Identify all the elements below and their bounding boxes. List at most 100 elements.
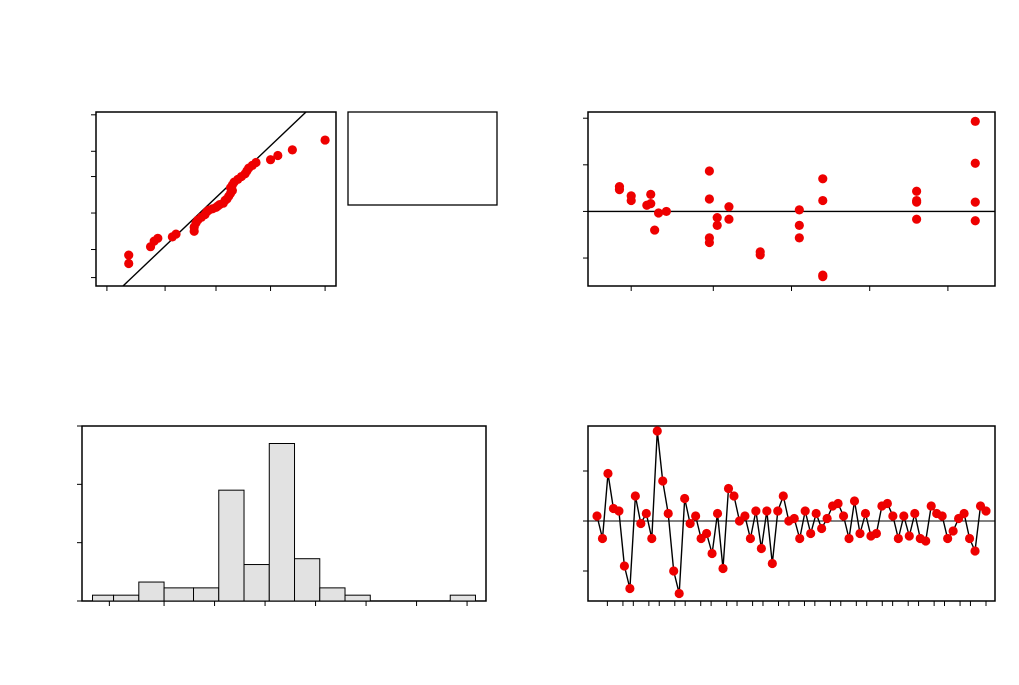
data-point bbox=[795, 533, 805, 544]
data-point bbox=[948, 526, 958, 536]
data-point bbox=[817, 523, 827, 534]
data-point bbox=[800, 506, 810, 516]
histogram-bar bbox=[218, 489, 245, 602]
data-point bbox=[652, 426, 662, 436]
data-point bbox=[630, 491, 640, 501]
histogram-bar bbox=[344, 594, 371, 602]
residuals-vs-order-plot bbox=[583, 425, 996, 606]
data-point bbox=[650, 225, 660, 235]
data-point bbox=[680, 493, 690, 504]
data-point bbox=[619, 561, 629, 571]
data-point bbox=[818, 195, 828, 206]
data-point bbox=[626, 195, 636, 206]
data-point bbox=[636, 518, 646, 529]
data-point bbox=[701, 528, 712, 539]
histogram-bar bbox=[243, 564, 270, 602]
data-point bbox=[970, 158, 980, 168]
data-point bbox=[273, 150, 283, 161]
data-point bbox=[943, 533, 953, 544]
data-point bbox=[833, 498, 843, 509]
data-point bbox=[970, 216, 980, 226]
data-point bbox=[762, 506, 772, 516]
data-point bbox=[822, 513, 832, 524]
data-point bbox=[707, 548, 717, 559]
data-point bbox=[704, 194, 714, 204]
data-point bbox=[745, 533, 756, 544]
data-point bbox=[251, 157, 261, 168]
histogram-bar bbox=[319, 587, 346, 602]
histogram-bar bbox=[138, 581, 165, 602]
data-point bbox=[855, 528, 865, 539]
data-point bbox=[124, 258, 134, 269]
data-point bbox=[912, 214, 922, 224]
histogram-bar bbox=[294, 558, 321, 602]
data-point bbox=[646, 199, 656, 209]
data-point bbox=[592, 511, 602, 521]
data-point bbox=[789, 513, 799, 524]
data-point bbox=[712, 508, 723, 519]
plot-frame bbox=[587, 111, 996, 287]
data-point bbox=[871, 528, 882, 539]
data-point bbox=[794, 220, 804, 231]
data-point bbox=[320, 135, 330, 145]
data-point bbox=[603, 468, 613, 479]
data-point bbox=[669, 566, 679, 576]
stats-box bbox=[347, 111, 498, 206]
data-point bbox=[899, 511, 909, 521]
data-point bbox=[844, 533, 854, 544]
data-point bbox=[124, 250, 134, 260]
data-point bbox=[778, 491, 788, 501]
data-point bbox=[981, 506, 991, 516]
stats-table-box bbox=[347, 111, 498, 206]
data-point bbox=[838, 511, 849, 521]
data-point bbox=[912, 186, 922, 196]
data-point bbox=[691, 511, 701, 521]
data-point bbox=[641, 508, 651, 519]
data-point bbox=[647, 533, 657, 544]
data-point bbox=[597, 533, 608, 544]
data-point bbox=[794, 205, 804, 215]
data-point bbox=[685, 518, 695, 529]
data-point bbox=[614, 185, 625, 195]
data-point bbox=[751, 506, 761, 516]
residual-histogram bbox=[77, 425, 487, 606]
data-point bbox=[661, 206, 671, 217]
data-point bbox=[171, 229, 181, 239]
data-point bbox=[849, 496, 860, 506]
plot-frame bbox=[95, 111, 337, 287]
histogram-bar bbox=[268, 443, 296, 602]
data-point bbox=[718, 563, 728, 574]
data-point bbox=[970, 116, 980, 126]
data-point bbox=[910, 508, 920, 519]
data-point bbox=[712, 220, 722, 231]
residuals-vs-fits-plot bbox=[583, 111, 996, 291]
data-point bbox=[970, 546, 980, 556]
data-point bbox=[818, 270, 828, 280]
data-point bbox=[811, 508, 821, 519]
data-point bbox=[921, 536, 931, 546]
data-point bbox=[287, 145, 297, 155]
data-point bbox=[663, 508, 673, 519]
data-point bbox=[882, 498, 892, 509]
data-point bbox=[888, 511, 898, 521]
data-point bbox=[794, 233, 804, 243]
data-point bbox=[653, 208, 664, 218]
data-point bbox=[674, 588, 684, 599]
fitted-line bbox=[122, 112, 307, 286]
data-point bbox=[646, 189, 656, 199]
data-point bbox=[860, 508, 871, 519]
data-point bbox=[964, 533, 975, 544]
histogram-bar bbox=[92, 594, 115, 602]
data-point bbox=[658, 476, 668, 486]
data-point bbox=[723, 483, 734, 494]
data-point bbox=[937, 511, 947, 521]
data-point bbox=[153, 233, 163, 243]
data-point bbox=[755, 250, 765, 260]
data-point bbox=[818, 174, 828, 184]
data-point bbox=[970, 197, 980, 207]
data-point bbox=[767, 558, 777, 569]
data-point bbox=[724, 202, 734, 212]
histogram-bar bbox=[163, 587, 195, 602]
order-series-line bbox=[596, 430, 987, 594]
